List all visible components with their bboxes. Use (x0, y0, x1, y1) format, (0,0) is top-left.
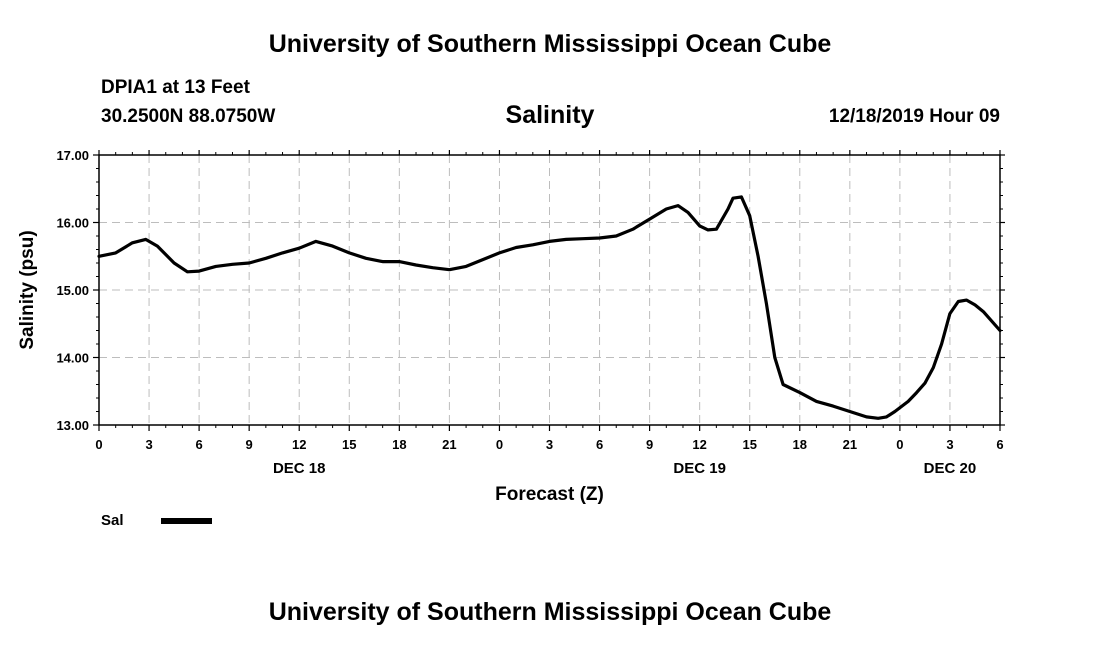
x-tick-label: 15 (742, 437, 756, 452)
x-tick-label: 18 (392, 437, 406, 452)
x-tick-label: 0 (95, 437, 102, 452)
salinity-series-line (97, 195, 1002, 420)
x-tick-label: 3 (546, 437, 553, 452)
station-label: DPIA1 at 13 Feet (101, 77, 250, 98)
legend-label: Sal (101, 512, 124, 529)
plot-frame (98, 154, 1001, 426)
x-tick-label: 18 (793, 437, 807, 452)
x-axis-label: Forecast (Z) (495, 484, 604, 505)
y-tick-label: 15.00 (56, 283, 89, 298)
x-tick-label: 9 (246, 437, 253, 452)
day-label: DEC 19 (673, 460, 726, 477)
x-tick-label: 15 (342, 437, 356, 452)
grid-lines (99, 155, 1000, 425)
x-tick-label: 21 (843, 437, 857, 452)
x-tick-label: 6 (596, 437, 603, 452)
coordinates-label: 30.2500N 88.0750W (101, 106, 276, 127)
y-tick-label: 13.00 (56, 418, 89, 433)
footer-title: University of Southern Mississippi Ocean… (268, 598, 832, 626)
main-title: University of Southern Mississippi Ocean… (268, 30, 832, 58)
forecast-datetime: 12/18/2019 Hour 09 (828, 106, 1000, 127)
x-tick-label: 3 (145, 437, 152, 452)
x-tick-label: 0 (496, 437, 503, 452)
y-tick-label: 14.00 (56, 351, 89, 366)
chart-title: Salinity (505, 101, 595, 129)
x-tick-label: 12 (292, 437, 306, 452)
tick-labels: 0 3 6 9 12 15 18 21 0 3 6 9 12 15 18 21 0 3 6 13.00 14.00 15.… (56, 148, 1003, 477)
y-tick-label: 16.00 (56, 216, 89, 231)
y-axis-label: Salinity (psu) (17, 230, 38, 349)
x-tick-label: 21 (442, 437, 456, 452)
x-tick-label: 6 (195, 437, 202, 452)
y-tick-label: 17.00 (56, 148, 89, 163)
x-tick-label: 0 (896, 437, 903, 452)
series-layer (97, 195, 1002, 420)
x-tick-label: 9 (646, 437, 653, 452)
x-tick-label: 12 (692, 437, 706, 452)
day-label: DEC 20 (924, 460, 977, 477)
day-label: DEC 18 (273, 460, 326, 477)
x-tick-label: 3 (946, 437, 953, 452)
x-tick-label: 6 (996, 437, 1003, 452)
